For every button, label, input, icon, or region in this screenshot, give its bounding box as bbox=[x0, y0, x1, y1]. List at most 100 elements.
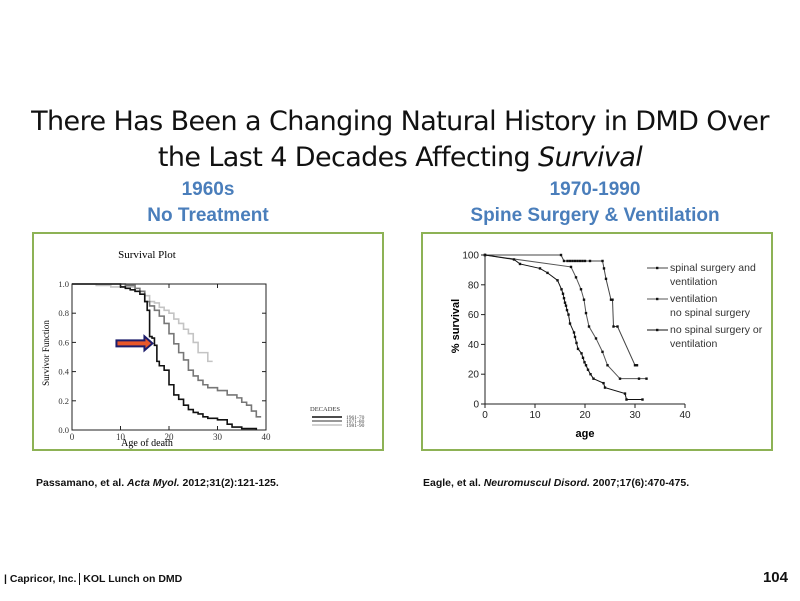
chart-title: Survival Plot bbox=[118, 249, 176, 261]
data-point bbox=[609, 298, 613, 301]
data-point bbox=[576, 259, 579, 263]
data-point bbox=[645, 377, 648, 380]
data-point bbox=[588, 259, 592, 263]
data-point bbox=[563, 301, 567, 304]
data-point bbox=[589, 373, 592, 376]
data-point bbox=[586, 368, 590, 371]
data-point bbox=[560, 288, 563, 291]
left-heading-label: No Treatment bbox=[147, 205, 269, 226]
series-line-1981-90 bbox=[72, 283, 213, 363]
left-citation: Passamano, et al. Acta Myol. 2012;31(2):… bbox=[36, 477, 279, 489]
data-point bbox=[571, 259, 574, 263]
right-heading: 1970-1990 Spine Surgery & Ventilation bbox=[430, 177, 760, 229]
data-point bbox=[512, 258, 516, 261]
data-point bbox=[601, 350, 604, 354]
data-point bbox=[569, 265, 573, 269]
x-tick-label: 10 bbox=[116, 432, 126, 442]
x-tick-label: 30 bbox=[213, 432, 223, 442]
left-heading-period: 1960s bbox=[181, 179, 235, 200]
data-point bbox=[572, 331, 576, 334]
data-point bbox=[538, 267, 542, 270]
data-point bbox=[576, 347, 580, 351]
series-line-1961-70 bbox=[72, 283, 258, 430]
x-tick-label: 20 bbox=[165, 432, 175, 442]
highlight-arrow bbox=[115, 334, 154, 353]
data-point bbox=[573, 335, 577, 339]
data-point bbox=[606, 364, 609, 367]
data-point bbox=[612, 325, 615, 328]
data-point bbox=[618, 377, 622, 380]
right-citation-journal: Neuromuscul Disord. bbox=[483, 477, 590, 489]
left-citation-details: 2012;31(2):121-125. bbox=[179, 477, 279, 489]
x-tick-label: 40 bbox=[262, 432, 272, 442]
y-tick-label: 40 bbox=[468, 340, 480, 351]
data-point bbox=[573, 259, 577, 263]
data-point bbox=[587, 325, 591, 328]
data-point bbox=[611, 298, 614, 301]
footer: | Capricor, Inc. KOL Lunch on DMD bbox=[4, 573, 183, 585]
title-line-2-text: the Last 4 Decades Affecting bbox=[157, 142, 539, 173]
legend-label: ventilation bbox=[670, 338, 717, 350]
x-tick-label: 30 bbox=[629, 410, 641, 421]
right-chart-panel: 0 10 20 30 40 0 20 40 60 80 100 age % survival spi… bbox=[421, 232, 773, 451]
series-line-ventilation-no-spinal-surgery bbox=[484, 254, 647, 380]
data-point bbox=[623, 392, 627, 395]
footer-company: | Capricor, Inc. bbox=[4, 573, 80, 585]
title-emphasis: Survival bbox=[538, 142, 643, 173]
data-point bbox=[561, 292, 565, 295]
right-citation-details: 2007;17(6):470-475. bbox=[589, 477, 690, 489]
legend-marker bbox=[656, 297, 659, 301]
data-point bbox=[580, 352, 583, 355]
right-heading-period: 1970-1990 bbox=[549, 179, 641, 200]
footer-event: KOL Lunch on DMD bbox=[79, 573, 183, 585]
data-point bbox=[568, 322, 572, 325]
data-point bbox=[594, 337, 598, 340]
data-point bbox=[581, 259, 584, 263]
data-point bbox=[592, 377, 595, 380]
series-line-no-spinal-surgery-or-ventilation bbox=[484, 254, 643, 401]
page-number: 104 bbox=[762, 569, 788, 586]
x-tick-label: 0 bbox=[70, 432, 75, 442]
data-point bbox=[546, 271, 549, 275]
data-point bbox=[637, 377, 641, 380]
left-citation-authors: Passamano, et al. bbox=[36, 477, 128, 489]
title-line-1: There Has Been a Changing Natural Histor… bbox=[31, 106, 769, 137]
x-tick-label: 40 bbox=[679, 410, 691, 421]
y-axis-label: % survival bbox=[450, 299, 462, 353]
y-tick-label: 100 bbox=[462, 251, 479, 262]
survival-plot-chart: Survival Plot 0 10 20 30 40 0.0 0.2 0.4 0.6 0.8 1.… bbox=[41, 249, 365, 449]
right-citation: Eagle, et al. Neuromuscul Disord. 2007;1… bbox=[423, 477, 689, 489]
y-axis-label: Survivor Function bbox=[41, 320, 51, 386]
y-tick-label: 0.0 bbox=[58, 425, 69, 435]
data-point bbox=[567, 313, 570, 316]
plot-frame bbox=[71, 283, 267, 431]
legend-label: no spinal surgery or bbox=[670, 324, 763, 336]
y-tick-label: 80 bbox=[468, 280, 480, 291]
legend-label-1971-80: 1971-80 bbox=[346, 419, 365, 425]
left-heading: 1960s No Treatment bbox=[108, 177, 308, 229]
data-point bbox=[564, 304, 568, 307]
y-tick-label: 20 bbox=[468, 370, 480, 381]
data-point bbox=[633, 364, 637, 367]
data-point bbox=[562, 259, 566, 263]
x-tick-label: 0 bbox=[482, 410, 488, 421]
data-point bbox=[635, 364, 639, 367]
data-point bbox=[556, 279, 559, 282]
y-tick-label: 0.8 bbox=[58, 308, 69, 318]
data-point bbox=[602, 267, 606, 270]
series-line-spinal-surgery-and-ventilation bbox=[485, 254, 637, 366]
data-point bbox=[583, 361, 586, 364]
data-point bbox=[562, 297, 566, 300]
data-point bbox=[625, 398, 628, 401]
data-point bbox=[583, 259, 587, 263]
data-point bbox=[565, 308, 569, 312]
y-tick-label: 1.0 bbox=[58, 279, 69, 289]
x-tick-label: 10 bbox=[529, 410, 541, 421]
left-citation-journal: Acta Myol. bbox=[127, 477, 180, 489]
legend-label: no spinal surgery bbox=[670, 307, 751, 319]
data-point bbox=[582, 298, 586, 301]
data-point bbox=[601, 259, 604, 263]
legend-label: spinal surgery and bbox=[670, 262, 756, 274]
series-line-1971-80 bbox=[72, 283, 262, 418]
y-tick-label: 0 bbox=[473, 400, 479, 411]
